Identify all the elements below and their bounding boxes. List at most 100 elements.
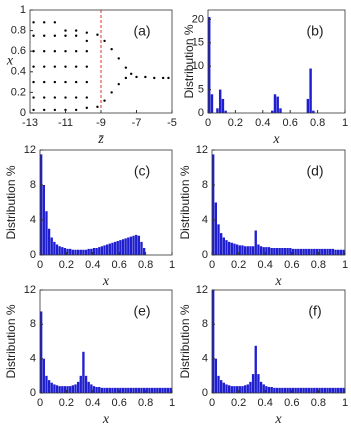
bar <box>119 240 122 255</box>
point <box>153 76 156 80</box>
bar <box>238 245 241 255</box>
bar <box>53 384 56 393</box>
y-axis-label: Distribution % <box>178 304 192 378</box>
bar <box>276 96 279 113</box>
x-tick-label: -13 <box>22 117 38 129</box>
bar <box>40 154 43 255</box>
bar <box>225 384 228 393</box>
point <box>43 50 46 53</box>
bar <box>273 387 276 393</box>
panel-label: (b) <box>306 23 323 39</box>
bar <box>291 387 295 393</box>
y-tick-label: 4 <box>30 214 36 226</box>
bar <box>145 387 148 393</box>
bar <box>153 387 156 393</box>
bar <box>158 387 162 393</box>
point <box>85 65 89 68</box>
x-tick-label: 1 <box>169 259 175 271</box>
panel: 0 0.2 0.4 0.6 0.8 1 0 4 8 12 x Distribution % (c) <box>4 144 175 289</box>
x-tick-label: 0.2 <box>231 259 246 271</box>
point <box>129 72 133 76</box>
plot-frame <box>211 289 346 394</box>
bar <box>71 249 75 255</box>
bar <box>230 386 233 393</box>
bar <box>129 236 133 255</box>
bar <box>69 386 72 393</box>
bar <box>249 246 252 255</box>
bar <box>257 374 260 393</box>
bar <box>323 387 327 393</box>
point <box>124 76 128 80</box>
point <box>135 75 138 79</box>
point <box>53 65 57 68</box>
bar <box>140 387 143 393</box>
bar <box>257 244 260 255</box>
bar <box>42 185 45 255</box>
bar <box>164 387 167 393</box>
point <box>43 21 46 24</box>
x-tick-label: 1 <box>342 259 348 271</box>
bar <box>273 248 276 255</box>
y-axis-label: Distribution % <box>182 24 196 98</box>
bar <box>124 387 127 393</box>
point <box>85 106 89 110</box>
point <box>85 39 89 43</box>
plot-frame <box>39 149 173 256</box>
y-tick-label: 0.8 <box>11 25 26 37</box>
bar <box>339 387 343 393</box>
point <box>64 65 67 68</box>
bar <box>265 247 268 255</box>
bar <box>61 386 64 393</box>
bar <box>90 384 93 393</box>
plot-frame <box>211 149 346 256</box>
x-tick-label: 0.4 <box>258 259 273 271</box>
x-tick-label: 0 <box>37 259 43 271</box>
bar <box>233 386 236 393</box>
bar <box>108 243 111 255</box>
bar <box>262 247 265 255</box>
bar <box>254 230 257 255</box>
point <box>53 34 57 37</box>
bar <box>297 387 300 393</box>
bar <box>212 154 215 255</box>
point <box>32 21 35 24</box>
bar <box>318 387 321 393</box>
bar <box>148 387 151 393</box>
bar <box>135 387 138 393</box>
point <box>32 50 35 53</box>
bar <box>329 387 332 393</box>
point <box>43 96 46 99</box>
panel-label: (f) <box>308 303 321 319</box>
panel: 0 0.2 0.4 0.6 0.8 1 0 4 8 12 x Distribution % (e) <box>4 284 175 427</box>
bar <box>222 382 225 393</box>
bar <box>100 387 104 393</box>
bar <box>69 248 72 255</box>
bar <box>45 211 48 255</box>
point <box>110 47 113 51</box>
y-tick-label: 0 <box>20 107 26 119</box>
point <box>64 50 67 53</box>
bar <box>100 246 104 255</box>
bar <box>221 98 225 113</box>
bar <box>281 248 284 255</box>
bar <box>302 387 305 393</box>
bar <box>219 233 223 255</box>
bar <box>53 241 56 255</box>
y-tick-label: 0 <box>202 387 208 399</box>
bar <box>286 248 289 255</box>
bar <box>208 17 211 113</box>
panel-label: (a) <box>133 23 150 39</box>
bar <box>66 248 69 255</box>
plot-frame <box>39 289 173 394</box>
y-tick-label: 12 <box>196 284 208 296</box>
y-tick-label: 8 <box>202 318 208 330</box>
bar <box>312 110 315 113</box>
x-tick-label: 0.2 <box>228 117 243 129</box>
bar <box>218 89 222 113</box>
bar <box>224 110 227 113</box>
bar <box>278 387 281 393</box>
bar <box>331 248 335 255</box>
y-tick-label: 0.4 <box>11 66 26 78</box>
